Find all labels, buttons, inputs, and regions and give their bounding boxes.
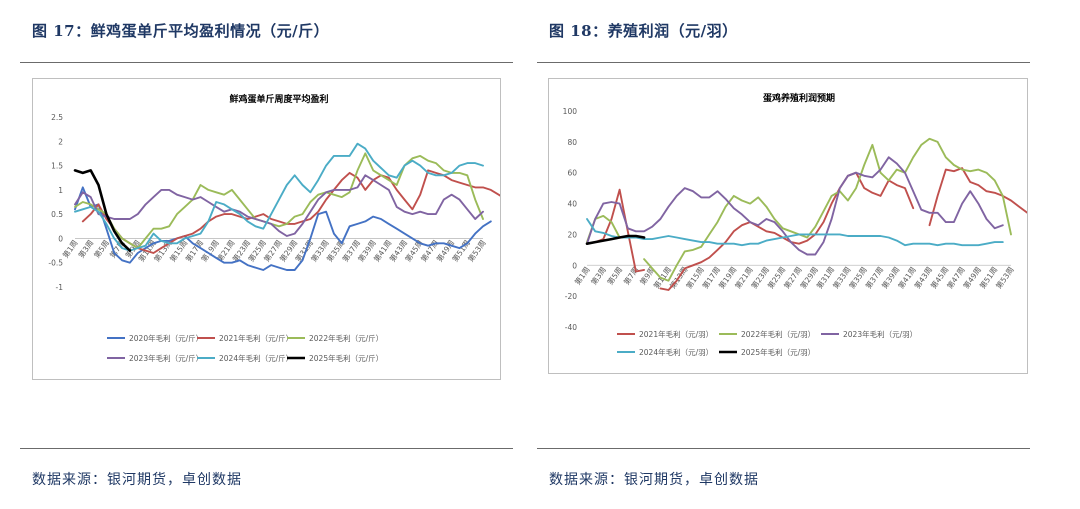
- left-legend-label: 2023年毛利（元/斤）: [129, 353, 203, 363]
- figure-17-title: 图 17：鲜鸡蛋单斤平均盈利情况（元/斤）: [32, 22, 330, 40]
- left-y-tick-label: 2: [58, 137, 63, 146]
- right-series-line-1-part-2: [659, 171, 915, 291]
- right-x-tick-label: 第5周: [605, 265, 625, 287]
- left-y-tick-label: 0.5: [51, 210, 63, 219]
- right-chart-box: 蛋鸡养殖利润预期 -40 -20 0 20 40 60 80 100 第1周 第3周 第5周 第7周 第9…: [548, 78, 1029, 374]
- right-y-tick-label: 100: [563, 107, 578, 116]
- left-x-tick-label: 第3周: [76, 238, 96, 260]
- right-legend-label: 2024年毛利（元/羽）: [639, 347, 713, 357]
- right-legend-label: 2025年毛利（元/羽）: [741, 347, 815, 357]
- left-series-line-5: [74, 142, 484, 252]
- right-chart-title: 蛋鸡养殖利润预期: [763, 92, 835, 104]
- left-y-tick-label: -1: [56, 283, 64, 292]
- right-x-tick-label: 第3周: [588, 265, 608, 287]
- left-y-tick-label: 1: [58, 186, 63, 195]
- left-series-line-6: [73, 169, 132, 252]
- right-y-tick-label: 20: [567, 230, 577, 239]
- right-line-chart: 蛋鸡养殖利润预期-40-20020406080100第1周第3周第5周第7周第9…: [563, 92, 1029, 357]
- right-legend-label: 2022年毛利（元/羽）: [741, 329, 815, 339]
- figure-18-title: 图 18：养殖利润（元/羽）: [549, 22, 738, 40]
- right-y-tick-label: -40: [565, 323, 577, 332]
- left-line-chart: 鲜鸡蛋单斤周度平均盈利-1-0.500.511.522.5第1周第3周第5周第7…: [48, 93, 508, 363]
- right-y-tick-label: 40: [567, 200, 577, 209]
- right-bottom-rule: [537, 448, 1030, 449]
- left-legend-label: 2021年毛利（元/斤）: [219, 333, 293, 343]
- left-series-line-2: [81, 169, 508, 254]
- left-x-tick-label: 第5周: [91, 238, 111, 260]
- left-x-tick-label: 第1周: [60, 238, 80, 260]
- left-y-tick-label: 1.5: [51, 162, 63, 171]
- left-legend-label: 2022年毛利（元/斤）: [309, 333, 383, 343]
- left-bottom-rule: [20, 448, 513, 449]
- left-y-tick-label: -0.5: [48, 259, 63, 268]
- right-y-tick-label: 80: [567, 138, 577, 147]
- left-chart-title: 鲜鸡蛋单斤周度平均盈利: [229, 93, 328, 105]
- left-series-line-3: [74, 152, 484, 250]
- right-y-tick-label: 60: [567, 169, 577, 178]
- left-source-note: 数据来源：银河期货，卓创数据: [32, 472, 242, 488]
- right-x-tick-label: 第7周: [621, 265, 641, 287]
- left-chart-box: 鲜鸡蛋单斤周度平均盈利 -1 -0.5 0 0.5 1 1.5 2 2.5 第1周 第3周 第5周 第7…: [32, 78, 508, 380]
- right-series-line-3: [586, 156, 1004, 256]
- right-legend-label: 2023年毛利（元/羽）: [843, 329, 917, 339]
- right-series-line-1-part-3: [928, 167, 1029, 227]
- left-legend-label: 2025年毛利（元/斤）: [309, 353, 383, 363]
- right-series-line-4: [586, 218, 1004, 247]
- left-series-line-1: [74, 186, 492, 271]
- right-series-line-5: [585, 234, 646, 245]
- right-x-tick-label: 第53周: [993, 265, 1015, 291]
- left-y-tick-label: 2.5: [51, 113, 63, 122]
- left-y-tick-label: 0: [58, 234, 63, 243]
- right-y-tick-label: -20: [565, 292, 577, 301]
- right-source-note: 数据来源：银河期货，卓创数据: [549, 472, 759, 488]
- right-series-line-2-part-2: [643, 137, 1012, 282]
- right-legend-label: 2021年毛利（元/羽）: [639, 329, 713, 339]
- left-top-rule: [20, 62, 513, 63]
- left-legend-label: 2024年毛利（元/斤）: [219, 353, 293, 363]
- right-top-rule: [537, 62, 1030, 63]
- left-series-line-4: [74, 174, 484, 237]
- left-legend-label: 2020年毛利（元/斤）: [129, 333, 203, 343]
- right-y-tick-label: 0: [572, 261, 577, 270]
